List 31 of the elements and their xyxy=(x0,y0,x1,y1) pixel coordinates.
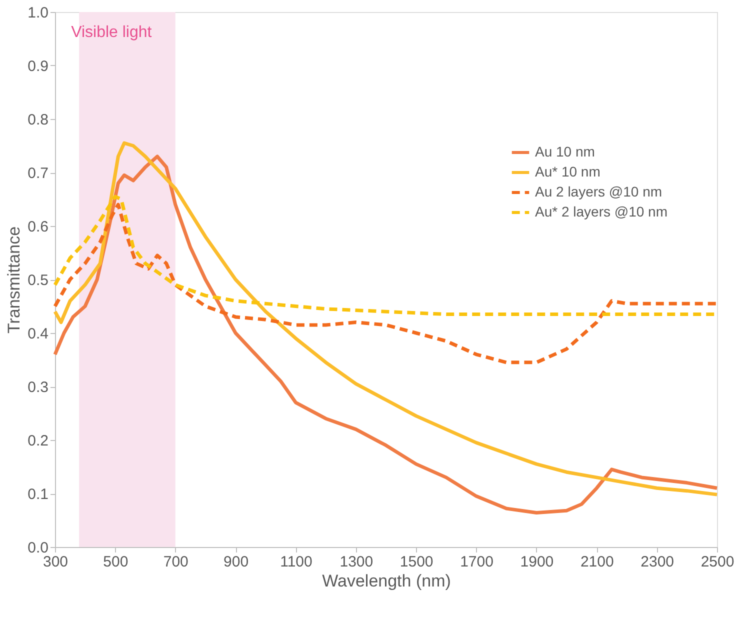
x-tick-label: 1500 xyxy=(400,554,434,570)
x-tick-label: 700 xyxy=(163,554,188,570)
y-tick-label: 0.3 xyxy=(28,379,48,396)
legend-label: Au* 10 nm xyxy=(535,164,600,180)
x-tick-label: 300 xyxy=(42,554,68,570)
x-tick-label: 1900 xyxy=(520,554,554,570)
x-tick-label: 1300 xyxy=(340,554,374,570)
y-tick-label: 0.6 xyxy=(28,218,48,236)
y-tick-label: 0.4 xyxy=(28,326,48,342)
y-tick-label: 0.7 xyxy=(28,165,48,182)
x-tick-label: 900 xyxy=(224,554,249,570)
legend-label: Au 10 nm xyxy=(535,144,595,160)
y-tick-label: 1.0 xyxy=(28,4,48,22)
y-tick-label: 0.9 xyxy=(28,58,48,75)
x-axis-title: Wavelength (nm) xyxy=(322,572,451,590)
y-tick-label: 0.1 xyxy=(28,486,48,503)
y-tick-label: 0.8 xyxy=(28,112,48,128)
x-tick-label: 500 xyxy=(103,554,128,570)
y-tick-label: 0.0 xyxy=(28,540,48,556)
y-tick-label: 0.5 xyxy=(28,272,48,289)
x-tick-label: 2300 xyxy=(640,554,674,570)
y-tick-label: 0.2 xyxy=(28,432,48,450)
x-tick-label: 2100 xyxy=(580,554,614,570)
line-series xyxy=(53,202,719,364)
legend-label: Au 2 layers @10 nm xyxy=(535,184,662,200)
y-axis-title: Transmittance xyxy=(4,226,24,334)
x-tick-label: 2500 xyxy=(700,554,734,570)
band-label: Visible light xyxy=(71,24,152,41)
x-tick-label: 1700 xyxy=(460,554,494,570)
legend-label: Au* 2 layers @10 nm xyxy=(535,204,668,220)
x-tick-label: 1100 xyxy=(280,554,312,570)
